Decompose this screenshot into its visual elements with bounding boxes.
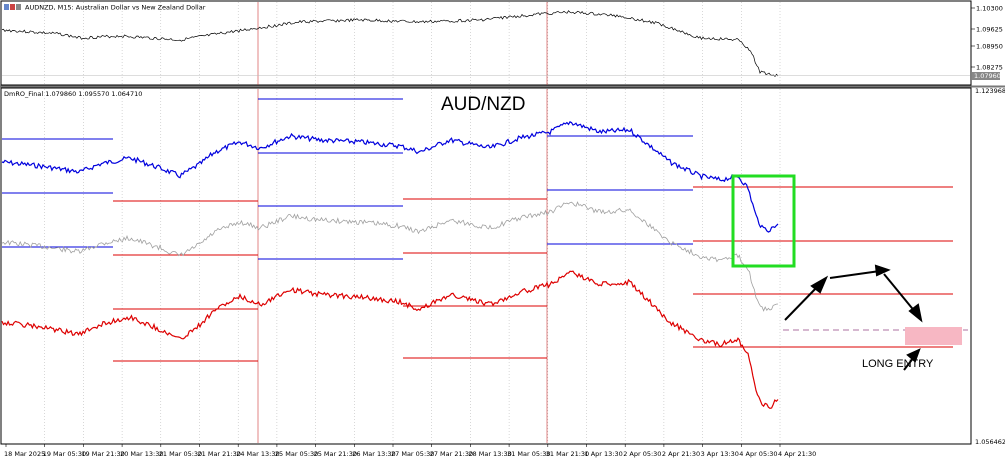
indicator-header: DmRO_Final 1.079860 1.095570 1.064710 [4, 90, 142, 98]
time-label: 26 Mar 13:30 [352, 450, 395, 458]
chart-type-icon [10, 4, 15, 10]
time-label: 20 Mar 13:30 [120, 450, 163, 458]
blue-series-line [1, 120, 779, 233]
red-series-line [1, 270, 779, 410]
time-label: 27 Mar 05:30 [391, 450, 434, 458]
projection-arrows [784, 264, 923, 371]
time-label: 31 Mar 21:30 [546, 450, 589, 458]
time-label: 25 Mar 21:30 [314, 450, 357, 458]
window-icon [4, 4, 21, 10]
period-icon [16, 4, 21, 10]
time-label: 27 Mar 21:30 [430, 450, 473, 458]
time-label: 24 Mar 13:30 [236, 450, 279, 458]
pair-title: AUD/NZD [441, 94, 525, 115]
time-label: 4 Apr 05:30 [739, 450, 777, 458]
gray-series-line [1, 201, 779, 312]
price-tick: 1.10300 [976, 5, 1003, 13]
price-line [1, 10, 779, 78]
indicator-pane-frame [0, 87, 972, 445]
time-label: 18 Mar 2025 [4, 450, 45, 458]
current-price-badge [972, 72, 1000, 80]
indicator-bottom-value: 1.056462 [975, 438, 1005, 446]
time-label: 25 Mar 05:30 [275, 450, 318, 458]
time-label: 2 Apr 21:30 [662, 450, 700, 458]
time-label: 1 Apr 13:30 [585, 450, 623, 458]
price-tick: 1.08950 [976, 43, 1003, 51]
time-gridlines [44, 2, 781, 443]
chart-window-icon [4, 4, 9, 10]
price-tick: 1.09625 [976, 26, 1003, 34]
window-title: AUDNZD, M15: Australian Dollar vs New Ze… [25, 4, 206, 12]
time-label: 31 Mar 05:30 [507, 450, 550, 458]
main-pane-frame [0, 0, 972, 86]
time-label: 3 Apr 13:30 [701, 450, 739, 458]
current-price-value: 1.07960 [974, 72, 1001, 80]
time-label: 19 Mar 21:30 [81, 450, 124, 458]
highlight-box [731, 174, 796, 268]
level-lines [2, 98, 953, 362]
long-entry-zone [905, 327, 962, 345]
time-label: 4 Apr 21:30 [778, 450, 816, 458]
time-label: 19 Mar 05:30 [43, 450, 86, 458]
time-label: 2 Apr 05:30 [623, 450, 661, 458]
indicator-top-value: 1.123968 [975, 87, 1005, 95]
long-entry-label: LONG ENTRY [862, 358, 934, 370]
time-label: 21 Mar 21:30 [198, 450, 241, 458]
time-label: 28 Mar 13:30 [468, 450, 511, 458]
time-label: 21 Mar 05:30 [159, 450, 202, 458]
price-tick: 1.08275 [976, 64, 1003, 72]
price-scale: 1.10300 1.09625 1.08950 1.08275 1.07960 [971, 5, 1003, 80]
